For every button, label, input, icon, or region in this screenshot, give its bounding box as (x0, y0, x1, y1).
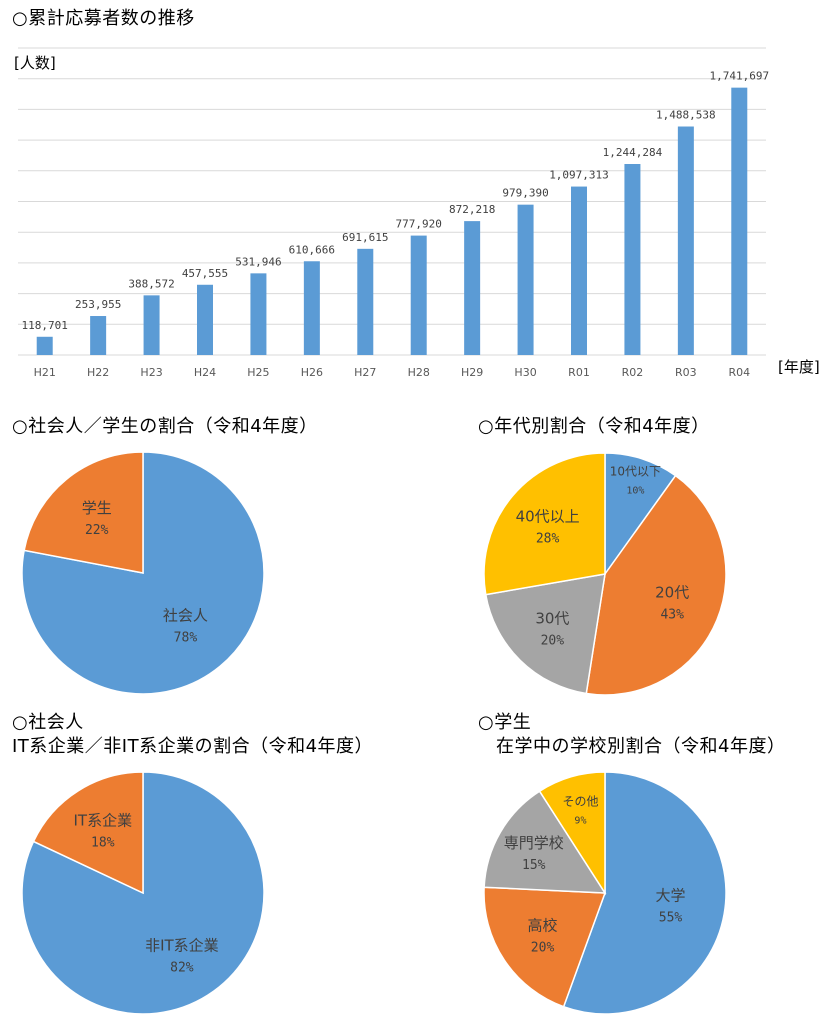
bar-H24 (197, 284, 213, 355)
x-tick-H24: H24 (194, 366, 216, 379)
bar-H21 (36, 336, 53, 355)
pie1-label-name-学生: 学生 (82, 499, 112, 517)
x-tick-H28: H28 (408, 366, 430, 379)
pie1-label-pct-学生: 22% (85, 523, 109, 538)
data-label-H28: 777,920 (396, 218, 442, 231)
pie2-slice-40代以上 (483, 452, 606, 596)
pie-school-title-line2: 在学中の学校別割合（令和4年度） (496, 736, 786, 757)
pie4-label-pct-その他: 9% (574, 815, 586, 826)
x-tick-H26: H26 (301, 366, 323, 379)
x-tick-H23: H23 (140, 366, 162, 379)
pie1-label-pct-社会人: 78% (174, 630, 198, 645)
bar-H27 (357, 248, 374, 355)
data-label-R02: 1,244,284 (603, 146, 663, 159)
x-tick-R01: R01 (568, 366, 590, 379)
x-tick-R02: R02 (622, 366, 644, 379)
pie2-label-pct-40代以上: 28% (536, 532, 560, 547)
school-type-pie-chart: 大学 55% 高校 20% 専門学校 15% その他 9% (483, 771, 727, 1015)
pie4-label-name-高校: 高校 (528, 917, 558, 935)
pie4-slice-その他 (538, 771, 606, 896)
pie1-slice-学生 (23, 451, 144, 574)
data-label-H23: 388,572 (128, 277, 174, 290)
bar-H30 (517, 204, 534, 355)
x-tick-H27: H27 (354, 366, 376, 379)
pie3-label-name-IT系企業: IT系企業 (74, 812, 133, 830)
pie-age-title: ○年代別割合（令和4年度） (478, 416, 710, 437)
pie-school-title-line1: ○学生 (478, 712, 532, 733)
x-tick-H29: H29 (461, 366, 483, 379)
pie4-label-pct-大学: 55% (659, 911, 683, 926)
x-tick-H21: H21 (34, 366, 56, 379)
pie2-slice-20代 (585, 474, 727, 696)
pie3-label-pct-非IT系企業: 82% (170, 960, 194, 975)
data-label-R04: 1,741,697 (709, 70, 769, 83)
pie4-slice-専門学校 (483, 790, 607, 894)
cumulative-applicants-bar-chart: [人数] [年度] 118,701 H21 253,955 H22 388,572 H23 45… (14, 47, 820, 379)
it-company-pie-chart: 非IT系企業 82% IT系企業 18% (21, 771, 265, 1015)
x-tick-H25: H25 (247, 366, 269, 379)
data-label-H29: 872,218 (449, 203, 495, 216)
pie2-label-pct-20代: 43% (660, 608, 684, 623)
bar-R04 (731, 87, 748, 356)
pie3-label-pct-IT系企業: 18% (91, 836, 115, 851)
pie4-label-pct-高校: 20% (531, 941, 555, 956)
x-tick-R03: R03 (675, 366, 697, 379)
y-axis-label: [人数] (14, 54, 56, 72)
pie2-slice-10代以下 (604, 452, 677, 577)
pie2-slice-30代 (484, 573, 606, 695)
pie2-label-pct-30代: 20% (541, 633, 565, 648)
pie3-slice-IT系企業 (32, 771, 144, 895)
age-group-pie-chart: 10代以下 10% 20代 43% 30代 20% 40代以上 28% (483, 452, 727, 696)
x-axis-label: [年度] (778, 358, 820, 376)
data-label-H22: 253,955 (75, 298, 121, 311)
pie4-label-name-専門学校: 専門学校 (504, 834, 564, 852)
data-label-H25: 531,946 (235, 255, 281, 268)
pie-worker-student-title: ○社会人／学生の割合（令和4年度） (12, 416, 318, 437)
pie-it-company-title-line2: IT系企業／非IT系企業の割合（令和4年度） (12, 736, 374, 757)
pie2-label-pct-10代以下: 10% (626, 486, 644, 497)
pie1-label-name-社会人: 社会人 (163, 606, 208, 624)
pie2-label-name-10代以下: 10代以下 (610, 465, 661, 479)
bar-H25 (250, 273, 267, 355)
data-label-H24: 457,555 (182, 267, 228, 280)
bar-H22 (90, 316, 107, 355)
bar-H26 (303, 261, 320, 355)
bar-H28 (410, 235, 427, 355)
data-label-R03: 1,488,538 (656, 109, 716, 122)
data-label-R01: 1,097,313 (549, 169, 609, 182)
data-label-H30: 979,390 (502, 187, 548, 200)
bar-R01 (571, 186, 587, 355)
bar-R03 (677, 126, 694, 355)
x-tick-H22: H22 (87, 366, 109, 379)
pie2-label-name-30代: 30代 (535, 609, 569, 627)
data-label-H21: 118,701 (22, 319, 68, 332)
pie2-label-name-40代以上: 40代以上 (516, 508, 580, 526)
pie3-label-name-非IT系企業: 非IT系企業 (145, 936, 219, 954)
data-label-H27: 691,615 (342, 231, 388, 244)
x-tick-H30: H30 (514, 366, 536, 379)
bar-H23 (143, 295, 160, 355)
pie4-slice-大学 (562, 771, 727, 1015)
worker-student-pie-chart: 社会人 78% 学生 22% (21, 451, 265, 695)
bar-H29 (464, 221, 481, 355)
pie4-label-name-その他: その他 (562, 794, 598, 808)
pie4-label-name-大学: 大学 (656, 887, 686, 905)
pie4-label-pct-専門学校: 15% (522, 858, 546, 873)
data-label-H26: 610,666 (289, 243, 335, 256)
bar-R02 (624, 164, 641, 355)
pie-it-company-title-line1: ○社会人 (12, 712, 84, 733)
x-tick-R04: R04 (728, 366, 750, 379)
pie4-slice-高校 (483, 886, 607, 1008)
pie2-label-name-20代: 20代 (655, 584, 689, 602)
bar-chart-title: ○累計応募者数の推移 (12, 8, 195, 29)
